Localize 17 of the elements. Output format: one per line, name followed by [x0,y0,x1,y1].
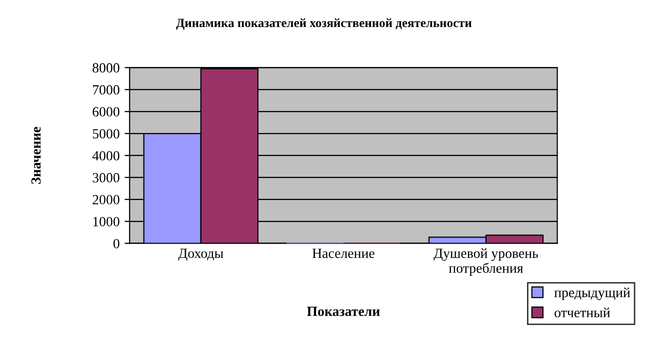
y-tick-label: 2000 [92,195,120,204]
y-tick-label: 0 [113,238,120,248]
chart-title: Динамика показателей хозяйственной деятельности [176,18,472,30]
legend-label: предыдущий [554,288,630,300]
y-tick-label: 8000 [92,63,120,73]
y-tick-label: 3000 [92,173,120,182]
y-tick-label: 7000 [93,85,120,95]
y-tick-label: 4000 [92,151,120,160]
y-tick-label: 1000 [93,216,120,226]
x-axis-title: Показатели [306,306,380,316]
x-tick-label: Душевой уровень потребления [434,248,538,276]
x-tick-label: Доходы [178,248,224,261]
y-tick-label: 6000 [92,107,120,116]
legend-label: отчетный [554,308,610,318]
y-axis-title: Значение [31,126,41,184]
y-tick-label: 5000 [92,129,120,138]
x-tick-label: Население [312,248,374,258]
